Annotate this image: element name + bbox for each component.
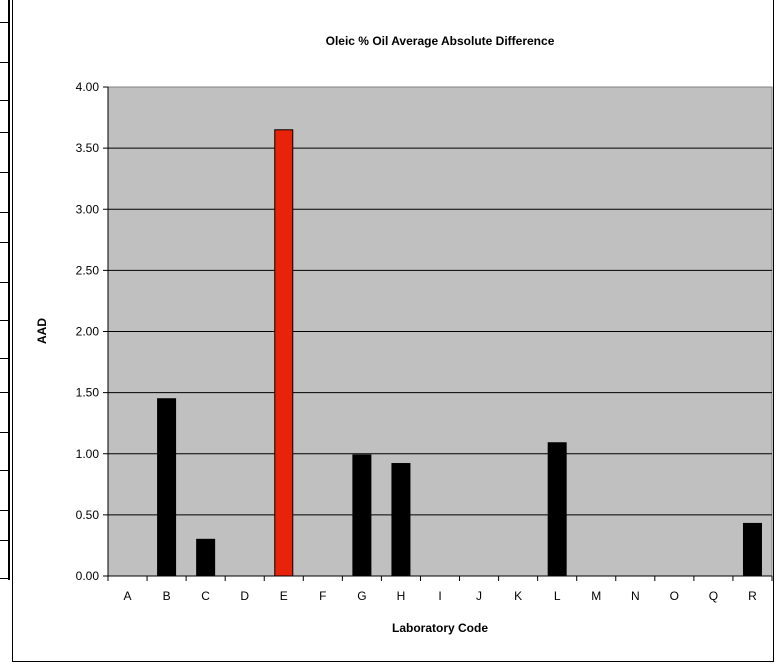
y-tick-label: 1.00 — [76, 447, 100, 461]
x-tick-label: B — [163, 589, 171, 603]
y-tick-label: 3.50 — [76, 141, 100, 155]
x-tick-label: I — [438, 589, 441, 603]
bar-H — [391, 463, 411, 577]
x-tick-label: D — [240, 589, 249, 603]
bars — [157, 129, 762, 577]
x-axis-title: Laboratory Code — [392, 621, 488, 635]
x-tick-label: K — [514, 589, 522, 603]
bar-B — [157, 398, 177, 577]
y-tick-label: 2.50 — [76, 263, 100, 277]
x-tick-label: G — [357, 589, 366, 603]
y-axis-title: AAD — [35, 318, 49, 344]
y-tick-label: 3.00 — [76, 202, 100, 216]
bar-E — [274, 129, 294, 577]
bar-L — [547, 442, 567, 577]
y-tick-label: 0.00 — [76, 569, 100, 583]
x-tick-label: E — [280, 589, 288, 603]
x-tick-label: L — [554, 589, 561, 603]
left-ruler — [0, 0, 12, 580]
x-tick-label: F — [319, 589, 326, 603]
bar-G — [352, 454, 372, 577]
y-tick-labels: 0.00 0.50 1.00 1.50 2.00 2.50 3.00 3.50 4.00 — [76, 80, 108, 583]
x-tick-label: R — [748, 589, 757, 603]
x-tick-label: C — [201, 589, 210, 603]
x-tick-label: N — [631, 589, 640, 603]
x-tick-label: Q — [709, 589, 718, 603]
y-tick-label: 1.50 — [76, 386, 100, 400]
x-tick-label: J — [476, 589, 482, 603]
gridlines — [108, 147, 772, 516]
x-tick-label: A — [124, 589, 132, 603]
x-tick-label: O — [670, 589, 679, 603]
x-tick-label: M — [591, 589, 601, 603]
y-tick-label: 4.00 — [76, 80, 100, 94]
chart-frame — [12, 0, 774, 662]
bar-R — [742, 522, 762, 577]
y-tick-label: 2.00 — [76, 325, 100, 339]
chart-title: Oleic % Oil Average Absolute Difference — [326, 34, 555, 48]
bar-C — [196, 538, 216, 577]
x-tick-label: H — [397, 589, 406, 603]
y-tick-label: 0.50 — [76, 508, 100, 522]
